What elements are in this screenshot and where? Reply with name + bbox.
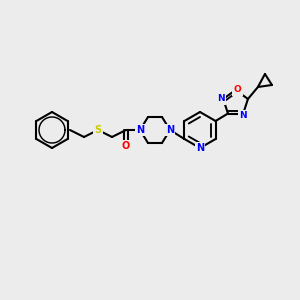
Text: N: N (239, 111, 247, 120)
Text: N: N (136, 125, 144, 135)
Text: O: O (122, 141, 130, 151)
Text: N: N (196, 143, 204, 153)
Text: O: O (234, 85, 242, 94)
Text: S: S (94, 125, 102, 135)
Text: N: N (166, 125, 174, 135)
Text: N: N (218, 94, 225, 103)
